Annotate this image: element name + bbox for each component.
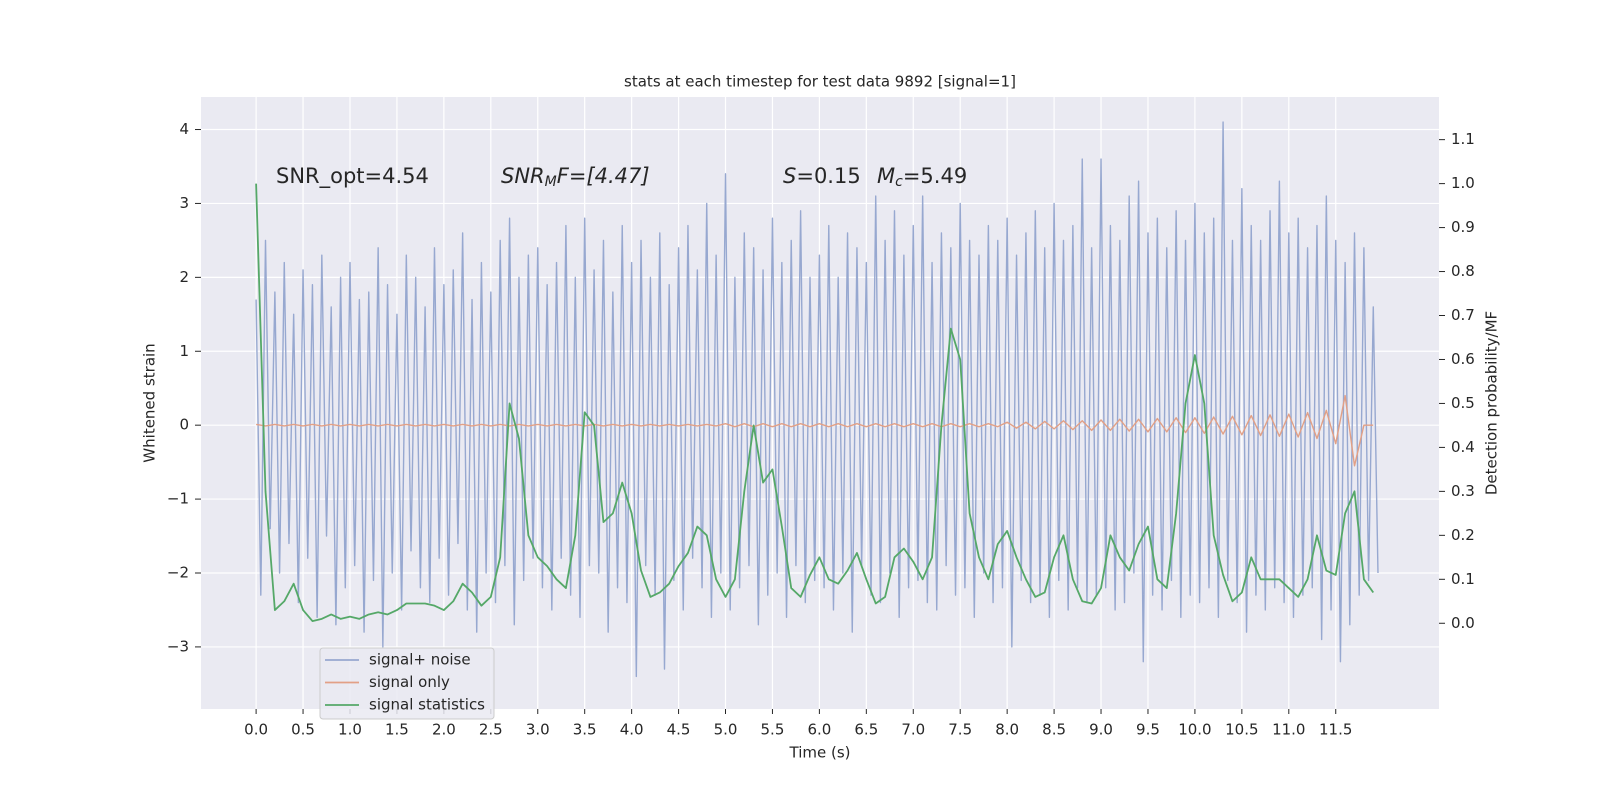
- marks: [255, 121, 1379, 678]
- y-tick-label: −2: [167, 564, 189, 582]
- legend-box: [319, 647, 495, 720]
- annotation-part: c: [895, 174, 903, 190]
- annotation: Mc=5.49: [877, 164, 967, 190]
- y-tick-label: 3: [179, 194, 189, 212]
- series-line: [255, 183, 1375, 622]
- y2-tick-label: 0.0: [1451, 614, 1475, 632]
- y2-tick-label: 0.4: [1451, 438, 1475, 456]
- y-tick-label: 0: [179, 416, 189, 434]
- x-tick-label: 9.5: [1136, 721, 1160, 739]
- legend-label: signal statistics: [369, 696, 485, 714]
- annotation-part: S: [783, 164, 796, 188]
- y2-tick-label: 0.5: [1451, 394, 1475, 412]
- series-line: [256, 394, 1374, 467]
- annotation: S=0.15: [783, 164, 861, 188]
- x-tick-label: 9.0: [1089, 721, 1113, 739]
- x-tick-label: 5.0: [714, 721, 738, 739]
- legend: signal+ noise signal only signal statistic…: [319, 647, 495, 720]
- y2-tick-label: 0.6: [1451, 350, 1475, 368]
- y2-tick-label: 0.1: [1451, 570, 1475, 588]
- x-tick-label: 3.0: [526, 721, 550, 739]
- chart-title: stats at each timestep for test data 989…: [624, 73, 1016, 91]
- x-tick-label: 6.5: [854, 721, 878, 739]
- annotation-part: F=[4.47]: [557, 164, 650, 188]
- x-tick-label: 11.0: [1272, 721, 1305, 739]
- annotation: SNR_opt=4.54: [276, 164, 429, 189]
- grid: [201, 97, 1439, 709]
- plot-area: [201, 97, 1439, 709]
- y-axis-label: Whitened strain: [141, 343, 159, 462]
- legend-label: signal+ noise: [369, 651, 471, 669]
- x-tick-label: 7.0: [901, 721, 925, 739]
- annotation-part: SNR: [501, 164, 545, 188]
- x-tick-label: 1.5: [385, 721, 409, 739]
- x-tick-label: 3.5: [573, 721, 597, 739]
- y2-tick-label: 1.0: [1451, 174, 1475, 192]
- x-tick-label: 8.0: [995, 721, 1019, 739]
- y2-tick-label: 0.7: [1451, 306, 1475, 324]
- y-tick-label: −3: [167, 637, 189, 655]
- series-line: [255, 121, 1379, 678]
- y-tick-label: 2: [179, 268, 189, 286]
- legend-label: signal only: [369, 673, 450, 691]
- y-tick-label: 1: [179, 342, 189, 360]
- x-tick-label: 7.5: [948, 721, 972, 739]
- x-tick-label: 10.5: [1225, 721, 1258, 739]
- x-tick-label: 4.0: [620, 721, 644, 739]
- ticks: 0.0 0.5 1.0 1.5 2.0 2.5 3.0 3.5 4.0 4.5 5.0 5.5 6.0 6…: [167, 120, 1475, 738]
- x-tick-label: 4.5: [667, 721, 691, 739]
- y2-tick-label: 0.8: [1451, 262, 1475, 280]
- y2-tick-label: 0.3: [1451, 482, 1475, 500]
- annotation-part: =0.15: [796, 164, 860, 188]
- x-tick-label: 8.5: [1042, 721, 1066, 739]
- y2-tick-label: 1.1: [1451, 130, 1475, 148]
- x-tick-label: 0.5: [291, 721, 315, 739]
- x-tick-label: 11.5: [1319, 721, 1352, 739]
- annotation: SNRMF=[4.47]: [501, 164, 650, 190]
- y2-tick-label: 0.2: [1451, 526, 1475, 544]
- x-axis-label: Time (s): [789, 744, 851, 762]
- x-tick-label: 5.5: [761, 721, 785, 739]
- x-tick-label: 1.0: [338, 721, 362, 739]
- x-tick-label: 6.0: [807, 721, 831, 739]
- y2-tick-label: 0.9: [1451, 218, 1475, 236]
- y-tick-label: −1: [167, 490, 189, 508]
- x-tick-label: 10.0: [1178, 721, 1211, 739]
- y2-axis-label: Detection probability/MF: [1483, 311, 1501, 495]
- x-tick-label: 0.0: [244, 721, 268, 739]
- annotation-part: =5.49: [903, 164, 967, 188]
- annotation-part: M: [545, 174, 557, 190]
- annotation-part: M: [877, 164, 895, 188]
- x-tick-label: 2.0: [432, 721, 456, 739]
- y-tick-label: 4: [179, 120, 189, 138]
- x-tick-label: 2.5: [479, 721, 503, 739]
